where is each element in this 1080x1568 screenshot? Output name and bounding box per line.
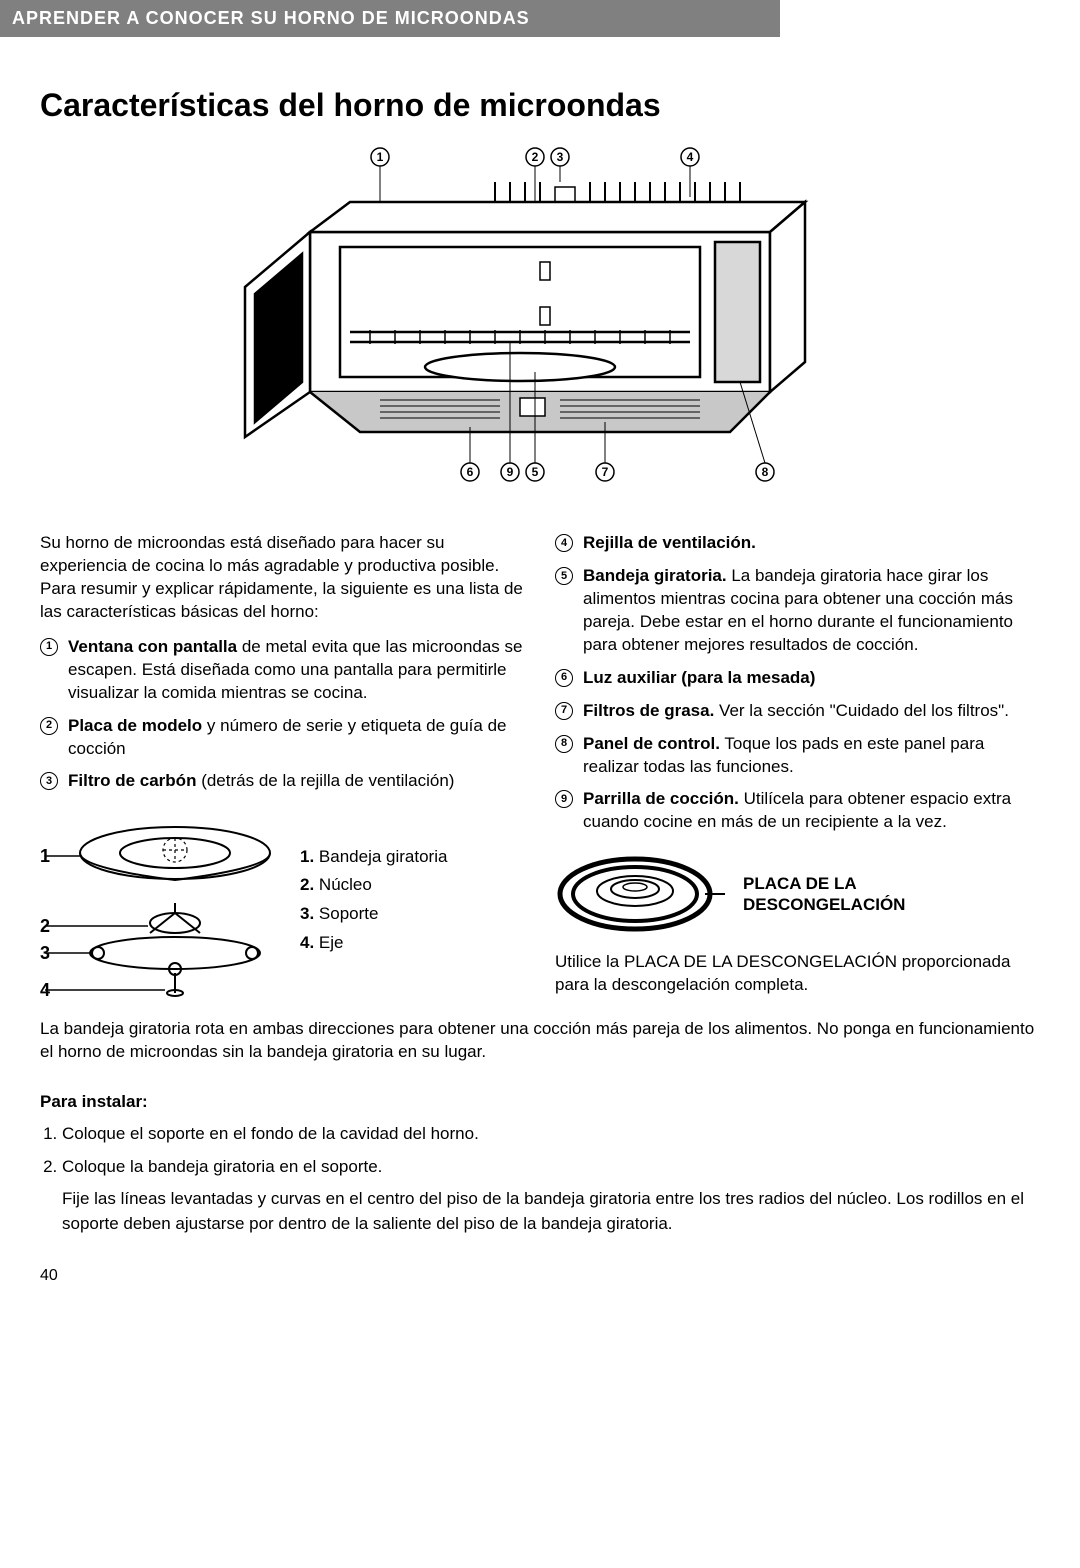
left-column: Su horno de microondas está diseñado par… — [40, 532, 525, 998]
svg-text:6: 6 — [467, 465, 474, 479]
svg-text:9: 9 — [507, 465, 514, 479]
features-left-list: 1Ventana con pantalla de metal evita que… — [40, 636, 525, 794]
feature-item: 7Filtros de grasa. Ver la sección "Cuida… — [555, 700, 1040, 723]
install-step: Coloque el soporte en el fondo de la cav… — [62, 1121, 1040, 1147]
defrost-plate-label: PLACA DE LA DESCONGELACIÓN — [743, 873, 905, 916]
svg-text:1: 1 — [377, 150, 384, 164]
svg-text:3: 3 — [557, 150, 564, 164]
part-item: 2. Núcleo — [300, 874, 447, 897]
defrost-plate-row: PLACA DE LA DESCONGELACIÓN — [555, 849, 1040, 939]
install-steps: Coloque el soporte en el fondo de la cav… — [40, 1121, 1040, 1237]
turntable-note: La bandeja giratoria rota en ambas direc… — [40, 1018, 1040, 1064]
svg-text:5: 5 — [532, 465, 539, 479]
right-column: 4Rejilla de ventilación. 5Bandeja girato… — [555, 532, 1040, 998]
feature-item: 6Luz auxiliar (para la mesada) — [555, 667, 1040, 690]
svg-text:4: 4 — [687, 150, 694, 164]
page-content: Características del horno de microondas … — [0, 87, 1080, 1305]
install-step: Coloque la bandeja giratoria en el sopor… — [62, 1154, 1040, 1237]
feature-item: 5Bandeja giratoria. La bandeja giratoria… — [555, 565, 1040, 657]
svg-text:1: 1 — [40, 846, 50, 866]
defrost-text: Utilice la PLACA DE LA DESCONGELACIÓN pr… — [555, 951, 1040, 997]
svg-text:4: 4 — [40, 980, 50, 998]
svg-text:3: 3 — [40, 943, 50, 963]
circled-number: 5 — [555, 567, 573, 585]
circled-number: 4 — [555, 534, 573, 552]
defrost-plate-diagram — [555, 849, 725, 939]
feature-item: 4Rejilla de ventilación. — [555, 532, 1040, 555]
circled-number: 8 — [555, 735, 573, 753]
feature-item: 2Placa de modelo y número de serie y eti… — [40, 715, 525, 761]
install-substep: Fije las líneas levantadas y curvas en e… — [62, 1186, 1040, 1237]
section-header: APRENDER A CONOCER SU HORNO DE MICROONDA… — [0, 0, 780, 37]
feature-item: 8Panel de control. Toque los pads en est… — [555, 733, 1040, 779]
feature-item: 1Ventana con pantalla de metal evita que… — [40, 636, 525, 705]
circled-number: 2 — [40, 717, 58, 735]
features-right-list: 4Rejilla de ventilación. 5Bandeja girato… — [555, 532, 1040, 834]
circled-number: 6 — [555, 669, 573, 687]
intro-text: Su horno de microondas está diseñado par… — [40, 532, 525, 624]
svg-text:2: 2 — [532, 150, 539, 164]
feature-item: 9Parrilla de cocción. Utilícela para obt… — [555, 788, 1040, 834]
part-item: 3. Soporte — [300, 903, 447, 926]
part-item: 4. Eje — [300, 932, 447, 955]
microwave-diagram: 1 2 3 4 — [40, 142, 1040, 507]
turntable-parts-list: 1. Bandeja giratoria 2. Núcleo 3. Soport… — [300, 846, 447, 962]
turntable-diagram: 1 2 3 4 — [40, 808, 280, 998]
circled-number: 7 — [555, 702, 573, 720]
feature-item: 3Filtro de carbón (detrás de la rejilla … — [40, 770, 525, 793]
turntable-parts-row: 1 2 3 4 1. Bandeja giratoria 2. Núcleo 3… — [40, 808, 525, 998]
circled-number: 9 — [555, 790, 573, 808]
circled-number: 1 — [40, 638, 58, 656]
page-title: Características del horno de microondas — [40, 87, 1040, 124]
oven-diagram-svg: 1 2 3 4 — [230, 142, 850, 502]
install-section: Para instalar: Coloque el soporte en el … — [40, 1089, 1040, 1237]
svg-text:7: 7 — [602, 465, 609, 479]
svg-text:2: 2 — [40, 916, 50, 936]
part-item: 1. Bandeja giratoria — [300, 846, 447, 869]
svg-text:8: 8 — [762, 465, 769, 479]
page-number: 40 — [40, 1267, 1040, 1285]
install-title: Para instalar: — [40, 1089, 1040, 1115]
circled-number: 3 — [40, 772, 58, 790]
